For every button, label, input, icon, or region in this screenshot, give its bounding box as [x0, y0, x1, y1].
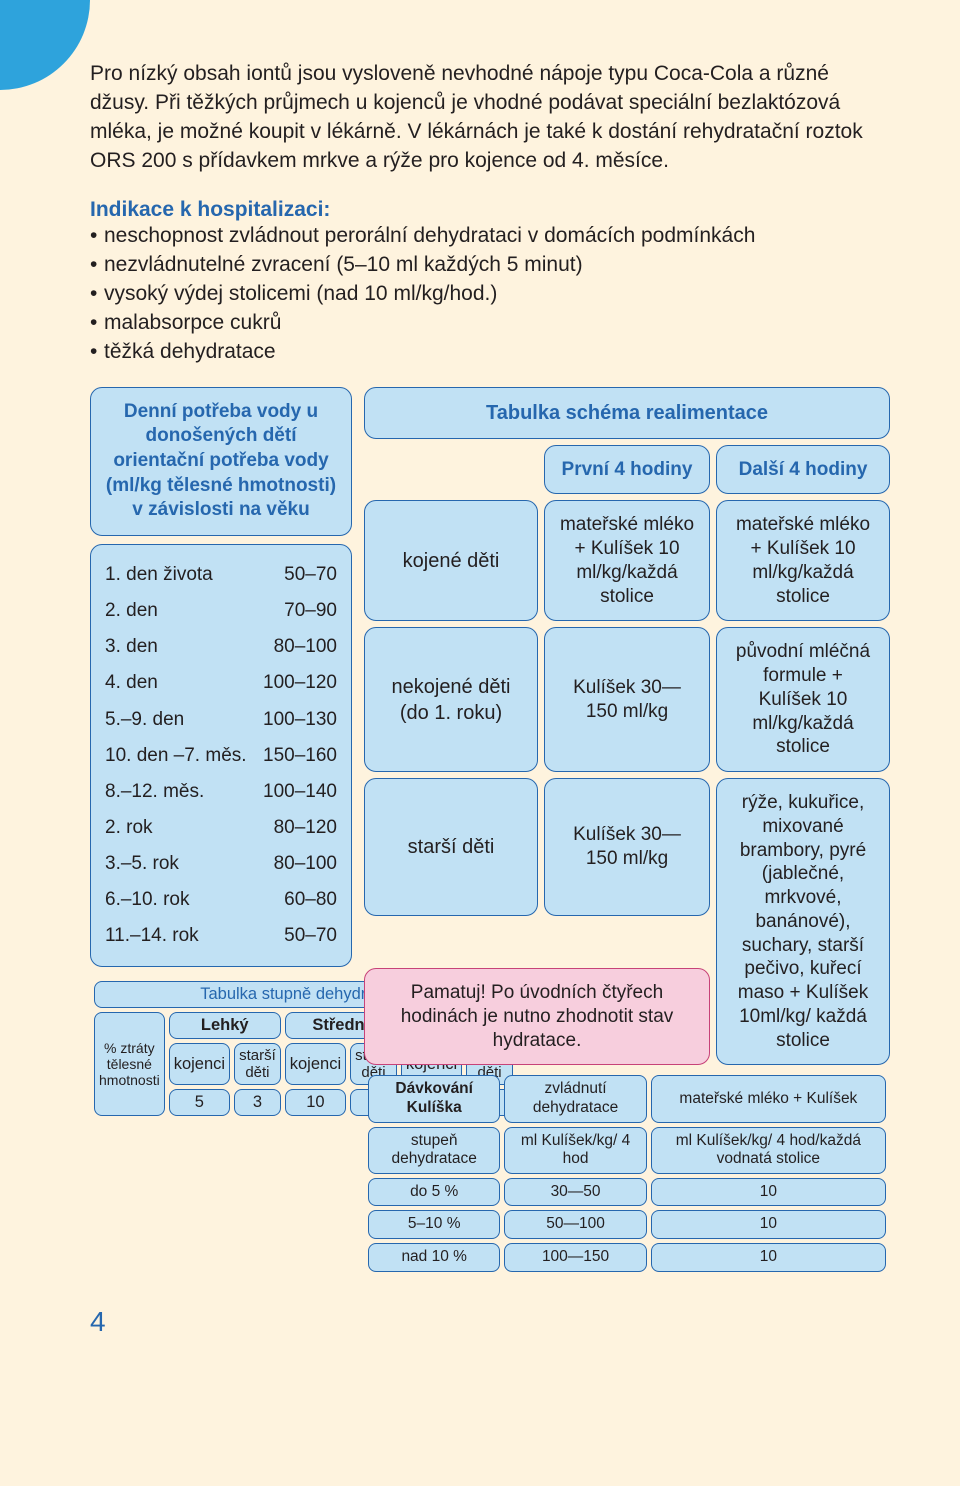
deh-val: 3	[234, 1089, 281, 1116]
real-cell: mateřské mléko + Kulíšek 10 ml/kg/každá …	[544, 500, 710, 621]
real-cell: původní mléčná formule + Kulíšek 10 ml/k…	[716, 627, 890, 772]
deh-rowlabel: % ztráty tělesné hmotnosti	[94, 1012, 165, 1116]
water-value: 100–120	[263, 665, 337, 701]
real-cell: mateřské mléko + Kulíšek 10 ml/kg/každá …	[716, 500, 890, 621]
real-cell: rýže, kukuřice, mixované brambory, pyré …	[716, 778, 890, 1065]
water-label: 6.–10. rok	[105, 882, 190, 918]
dav-cell: 10	[651, 1243, 886, 1272]
water-label: 3.–5. rok	[105, 846, 179, 882]
indications-heading: Indikace k hospitalizaci:	[90, 198, 890, 222]
deh-col: Lehký	[169, 1012, 281, 1039]
water-table: 1. den života 50–70 2. den 70–90 3. den 80–…	[105, 557, 337, 954]
water-label: 3. den	[105, 629, 158, 665]
water-value: 150–160	[263, 738, 337, 774]
dav-sub: stupeň dehydratace	[368, 1127, 500, 1174]
real-title: Tabulka schéma realimentace	[364, 387, 890, 439]
real-cell: Kulíšek 30—150 ml/kg	[544, 778, 710, 916]
list-item: nezvládnutelné zvracení (5–10 ml každých…	[90, 251, 890, 280]
water-value: 60–80	[284, 882, 337, 918]
dav-cell: 50—100	[504, 1210, 646, 1239]
list-item: neschopnost zvládnout perorální dehydrat…	[90, 222, 890, 251]
real-rowlabel: kojené děti	[364, 500, 538, 621]
water-table-title: Denní potřeba vody u donošených dětí ori…	[105, 400, 337, 523]
intro-paragraph: Pro nízký obsah iontů jsou vysloveně nev…	[90, 60, 890, 176]
water-value: 50–70	[284, 918, 337, 954]
dav-cell: 10	[651, 1178, 886, 1207]
indications-list: neschopnost zvládnout perorální dehydrat…	[90, 222, 890, 367]
dav-head: zvládnutí dehydratace	[504, 1075, 646, 1122]
real-note: Pamatuj! Po úvodních čtyřech hodinách je…	[364, 968, 710, 1065]
water-value: 80–100	[274, 629, 337, 665]
deh-sub: kojenci	[169, 1043, 230, 1085]
dav-cell: 10	[651, 1210, 886, 1239]
water-value: 80–120	[274, 810, 337, 846]
water-value: 80–100	[274, 846, 337, 882]
water-label: 11.–14. rok	[105, 918, 199, 954]
realimentation-table: Tabulka schéma realimentace První 4 hodi…	[364, 387, 890, 1066]
water-label: 2. den	[105, 593, 158, 629]
page-corner	[0, 0, 90, 90]
water-label: 8.–12. měs.	[105, 774, 204, 810]
water-label: 1. den života	[105, 557, 213, 593]
dav-sub: ml Kulíšek/kg/ 4 hod	[504, 1127, 646, 1174]
real-head: Další 4 hodiny	[716, 445, 890, 495]
list-item: vysoký výdej stolicemi (nad 10 ml/kg/hod…	[90, 280, 890, 309]
water-value: 70–90	[284, 593, 337, 629]
water-value: 50–70	[284, 557, 337, 593]
dav-cell: 5–10 %	[368, 1210, 500, 1239]
real-rowlabel: starší děti	[364, 778, 538, 916]
list-item: malabsorpce cukrů	[90, 309, 890, 338]
water-label: 10. den –7. měs.	[105, 738, 247, 774]
water-value: 100–140	[263, 774, 337, 810]
real-cell: Kulíšek 30—150 ml/kg	[544, 627, 710, 772]
real-head: První 4 hodiny	[544, 445, 710, 495]
list-item: těžká dehydratace	[90, 338, 890, 367]
dav-head: mateřské mléko + Kulíšek	[651, 1075, 886, 1122]
dav-cell: nad 10 %	[368, 1243, 500, 1272]
water-label: 4. den	[105, 665, 158, 701]
deh-sub: kojenci	[285, 1043, 346, 1085]
deh-val: 10	[285, 1089, 346, 1116]
real-rowlabel: nekojené děti (do 1. roku)	[364, 627, 538, 772]
water-value: 100–130	[263, 702, 337, 738]
dosage-table: Dávkování Kulíška zvládnutí dehydratace …	[364, 1071, 890, 1275]
deh-val: 5	[169, 1089, 230, 1116]
dav-cell: 100—150	[504, 1243, 646, 1272]
dav-head: Dávkování Kulíška	[368, 1075, 500, 1122]
water-label: 2. rok	[105, 810, 153, 846]
dav-cell: do 5 %	[368, 1178, 500, 1207]
water-label: 5.–9. den	[105, 702, 184, 738]
dav-cell: 30—50	[504, 1178, 646, 1207]
deh-sub: starší děti	[234, 1043, 281, 1085]
page-number: 4	[90, 1306, 890, 1338]
dav-sub: ml Kulíšek/kg/ 4 hod/každá vodnatá stoli…	[651, 1127, 886, 1174]
